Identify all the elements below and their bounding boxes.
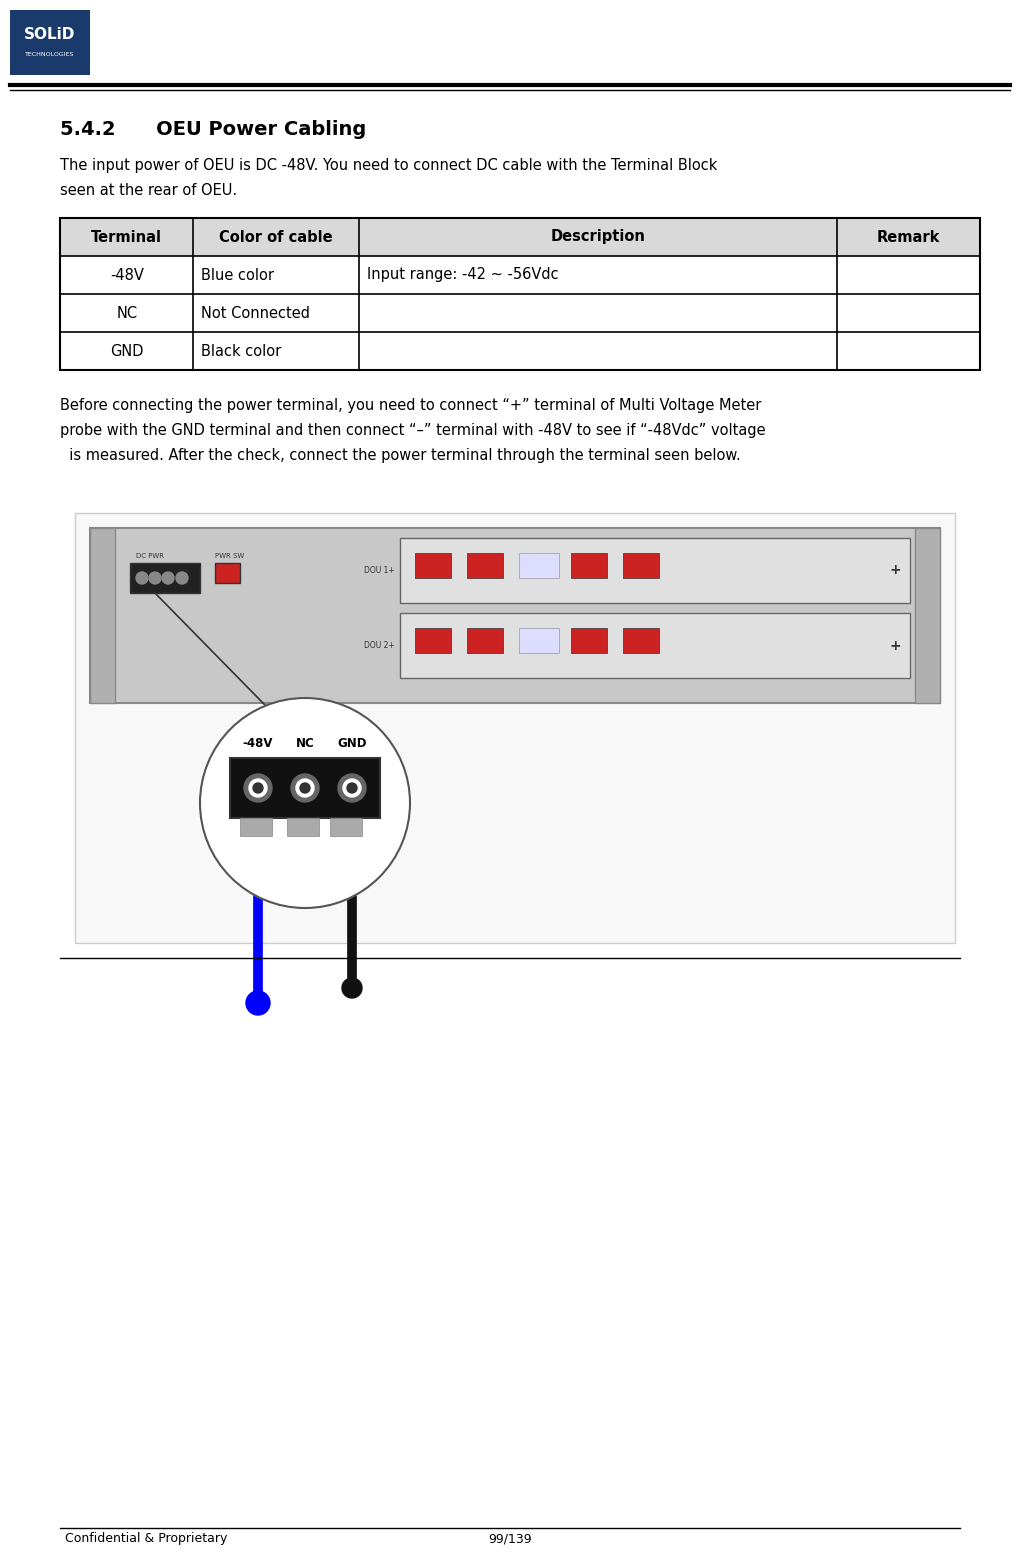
Circle shape xyxy=(296,779,314,797)
Circle shape xyxy=(176,572,187,584)
Bar xyxy=(914,528,940,703)
Text: NC: NC xyxy=(116,306,138,320)
Text: GND: GND xyxy=(110,344,144,359)
Circle shape xyxy=(346,783,357,793)
Text: DOU 2+: DOU 2+ xyxy=(364,640,394,650)
Bar xyxy=(330,818,362,836)
Circle shape xyxy=(246,990,270,1015)
Text: Terminal: Terminal xyxy=(91,230,162,245)
Text: DOU 1+: DOU 1+ xyxy=(364,565,394,575)
Bar xyxy=(415,553,450,578)
Circle shape xyxy=(300,783,310,793)
Text: Before connecting the power terminal, you need to connect “+” terminal of Multi : Before connecting the power terminal, yo… xyxy=(60,398,765,464)
Circle shape xyxy=(341,978,362,998)
Circle shape xyxy=(162,572,174,584)
Bar xyxy=(415,628,450,653)
Text: Confidential & Proprietary: Confidential & Proprietary xyxy=(65,1532,227,1545)
Bar xyxy=(519,628,558,653)
Text: Black color: Black color xyxy=(201,344,281,359)
Circle shape xyxy=(253,783,263,793)
Circle shape xyxy=(244,775,272,801)
Bar xyxy=(467,553,502,578)
Bar xyxy=(399,612,909,678)
Circle shape xyxy=(337,775,366,801)
Bar xyxy=(75,512,954,943)
Bar xyxy=(215,562,239,583)
Bar xyxy=(229,758,380,818)
Text: -48V: -48V xyxy=(243,737,273,750)
Bar xyxy=(571,628,606,653)
Circle shape xyxy=(342,779,361,797)
Bar xyxy=(90,528,115,703)
Text: -48V: -48V xyxy=(110,267,144,283)
Bar xyxy=(623,553,658,578)
Text: Not Connected: Not Connected xyxy=(201,306,310,320)
Bar xyxy=(571,553,606,578)
Circle shape xyxy=(200,698,410,908)
Bar xyxy=(399,537,909,603)
Circle shape xyxy=(149,572,161,584)
Bar xyxy=(519,553,558,578)
Text: Blue color: Blue color xyxy=(201,267,274,283)
Bar xyxy=(239,818,272,836)
Text: Input range: -42 ~ -56Vdc: Input range: -42 ~ -56Vdc xyxy=(367,267,558,283)
Text: GND: GND xyxy=(337,737,367,750)
Circle shape xyxy=(249,779,267,797)
Bar xyxy=(129,562,200,594)
Bar xyxy=(60,219,979,370)
Text: 5.4.2      OEU Power Cabling: 5.4.2 OEU Power Cabling xyxy=(60,120,366,139)
Bar xyxy=(60,219,979,256)
Bar xyxy=(467,628,502,653)
Bar xyxy=(10,9,90,75)
Text: +: + xyxy=(889,639,900,653)
Text: PWR SW: PWR SW xyxy=(215,553,245,559)
Text: NC: NC xyxy=(296,737,314,750)
Text: The input power of OEU is DC -48V. You need to connect DC cable with the Termina: The input power of OEU is DC -48V. You n… xyxy=(60,158,716,198)
Text: +: + xyxy=(889,564,900,578)
Bar xyxy=(90,528,940,703)
Text: 99/139: 99/139 xyxy=(488,1532,531,1545)
Text: SOLiD: SOLiD xyxy=(24,27,75,42)
Bar xyxy=(623,628,658,653)
Bar xyxy=(286,818,319,836)
Circle shape xyxy=(290,775,319,801)
Text: Remark: Remark xyxy=(876,230,940,245)
Text: TECHNOLOGIES: TECHNOLOGIES xyxy=(25,52,74,56)
Text: Description: Description xyxy=(550,230,645,245)
Text: Color of cable: Color of cable xyxy=(219,230,332,245)
Text: DC PWR: DC PWR xyxy=(136,553,164,559)
Circle shape xyxy=(136,572,148,584)
